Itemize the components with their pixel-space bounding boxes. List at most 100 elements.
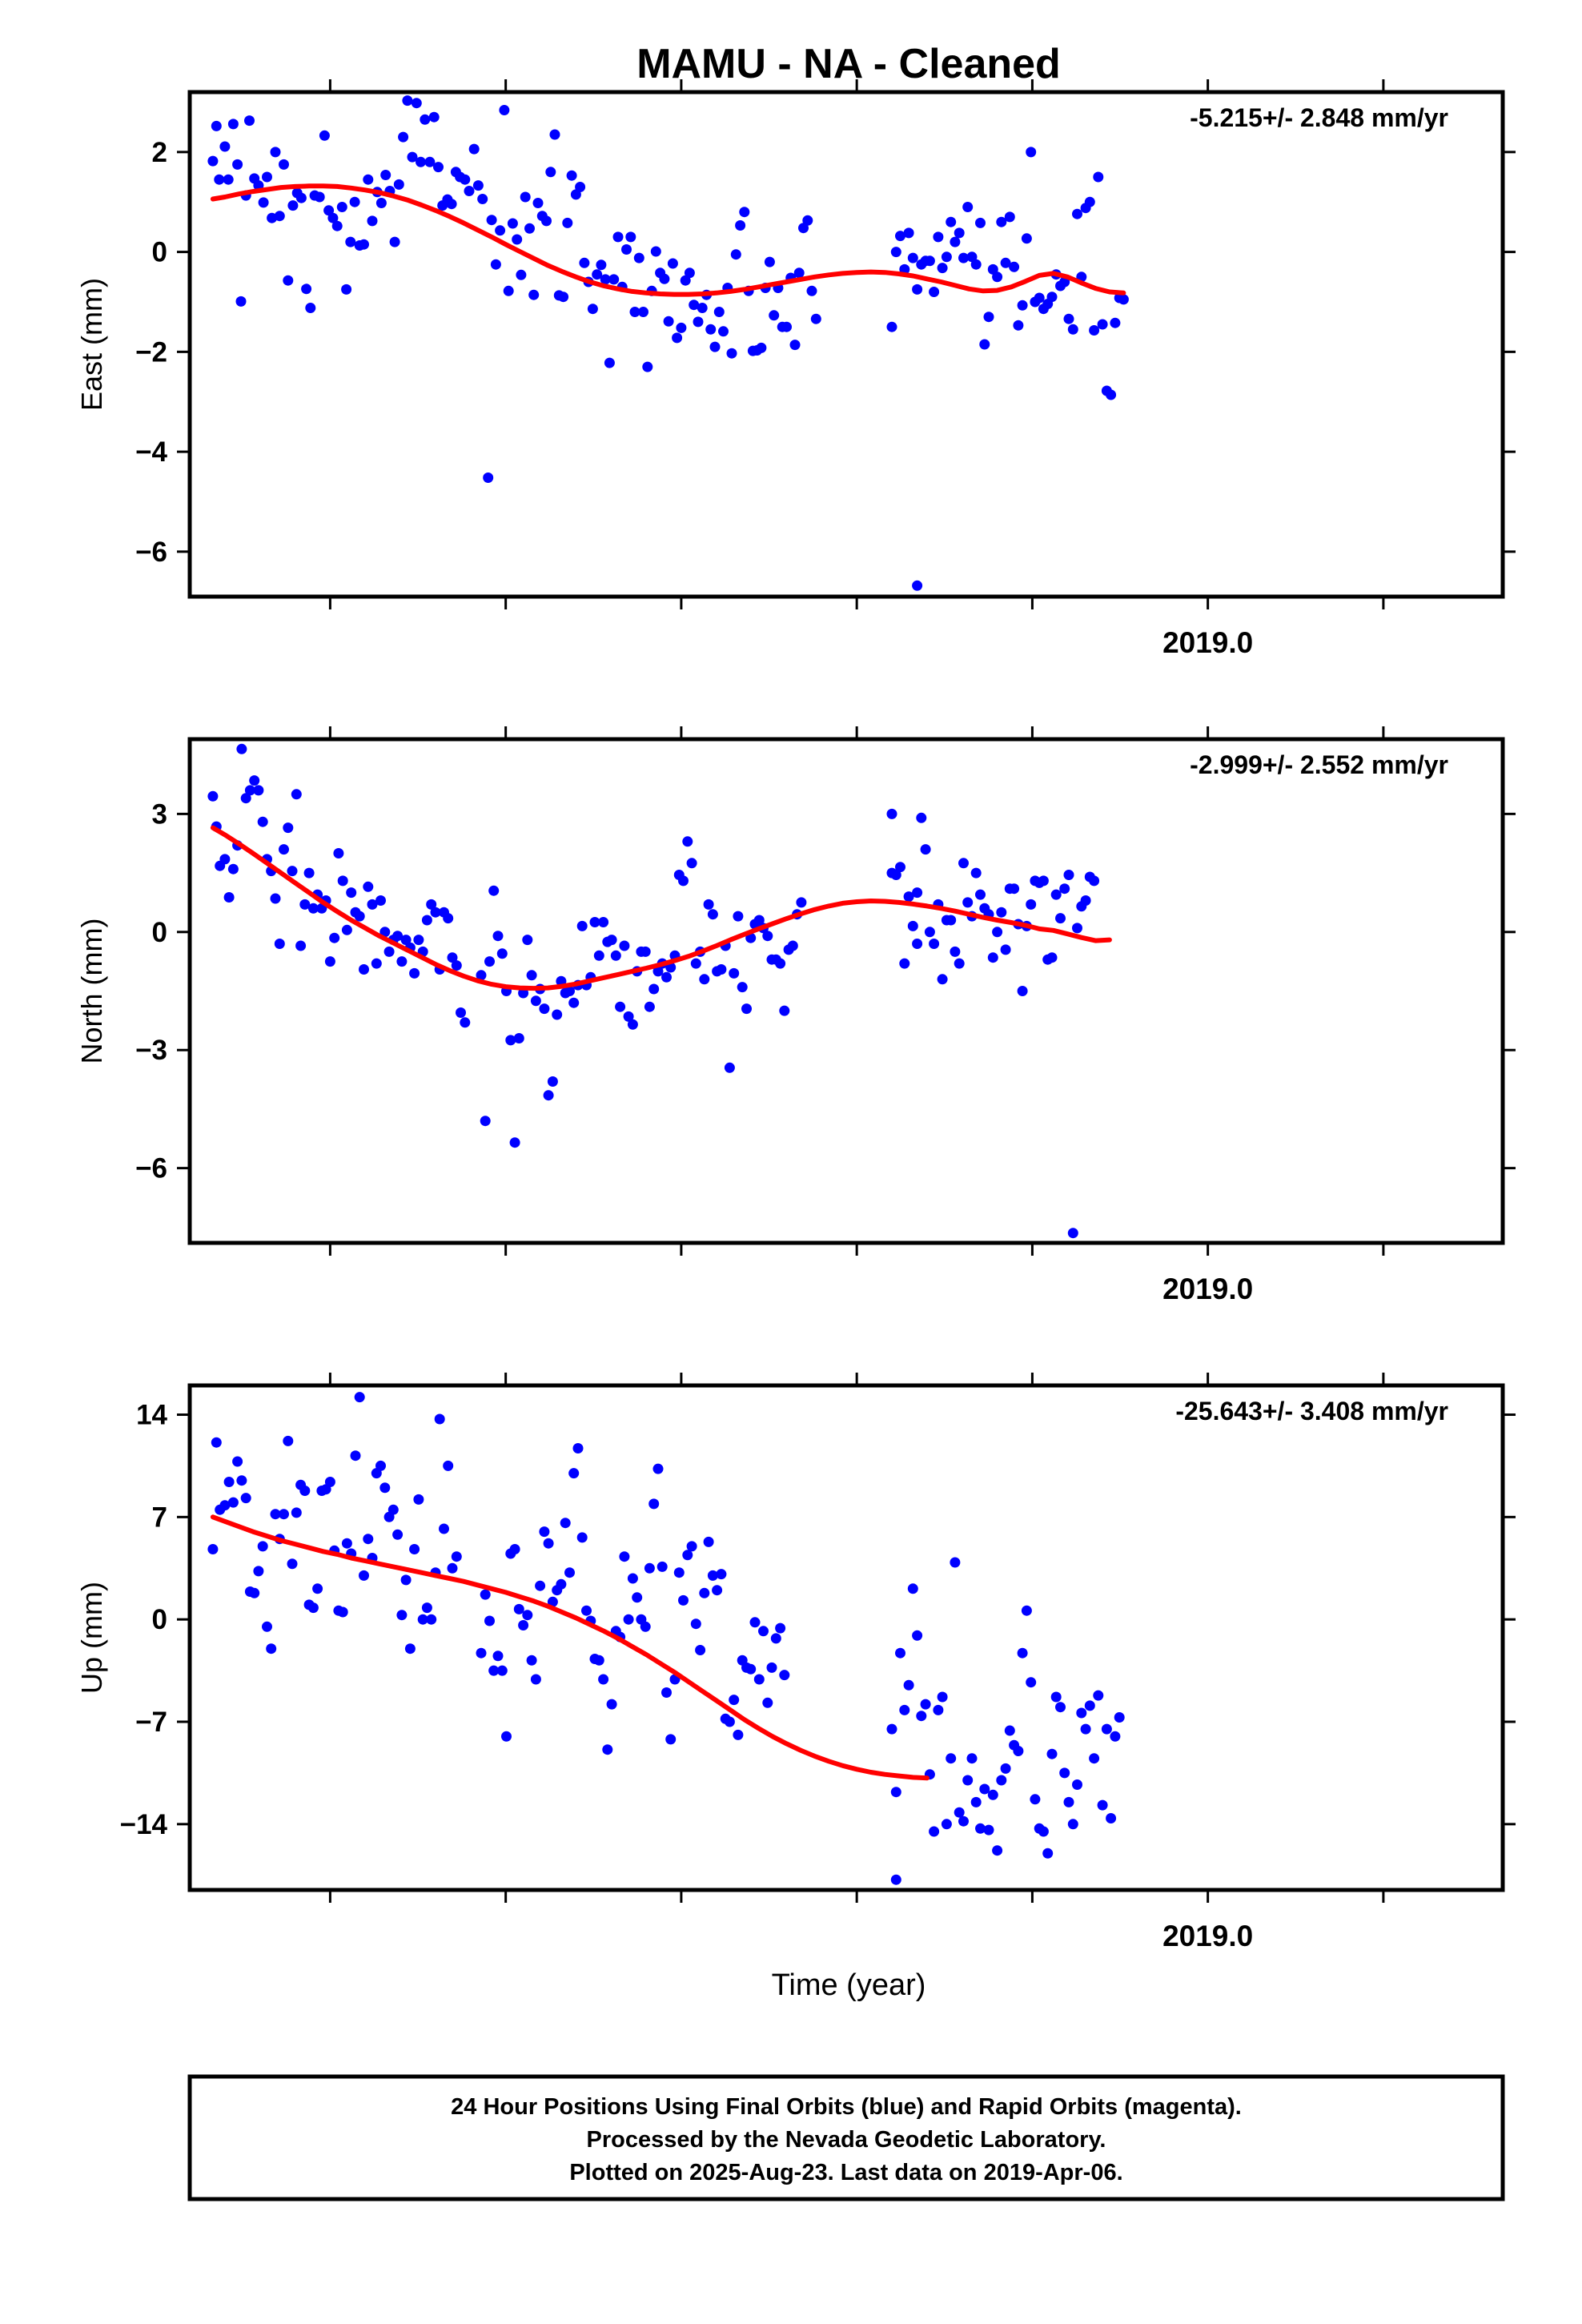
north-data-point — [724, 1062, 735, 1073]
up-data-point — [496, 1665, 508, 1676]
east-data-point — [1089, 325, 1100, 336]
east-data-point — [739, 207, 750, 218]
up-data-point — [1046, 1748, 1058, 1759]
up-data-point — [962, 1775, 974, 1786]
up-data-point — [770, 1633, 781, 1644]
up-data-point — [929, 1826, 940, 1837]
east-data-point — [667, 258, 678, 269]
up-data-point — [1021, 1605, 1032, 1616]
north-data-point — [492, 931, 504, 942]
east-data-point — [793, 267, 805, 279]
up-data-point — [983, 1824, 994, 1835]
east-data-point — [380, 170, 391, 180]
east-data-point — [359, 239, 369, 250]
north-data-point — [324, 956, 335, 967]
east-data-point — [954, 227, 965, 239]
north-data-point — [937, 974, 948, 985]
east-data-point — [587, 304, 598, 315]
east-y-tick-label: −2 — [135, 336, 167, 368]
up-data-point — [253, 1566, 264, 1577]
north-y-tick-label: 0 — [152, 917, 167, 948]
east-data-point — [528, 289, 540, 300]
up-data-point — [716, 1569, 727, 1580]
east-data-point — [520, 191, 531, 203]
up-y-axis-label: Up (mm) — [75, 1582, 108, 1694]
north-data-point — [640, 946, 651, 957]
east-data-point — [532, 198, 544, 208]
east-data-point — [1072, 208, 1082, 219]
north-data-point — [513, 1033, 524, 1043]
footer-line-1: 24 Hour Positions Using Final Orbits (bl… — [451, 2094, 1242, 2120]
up-data-point — [941, 1819, 952, 1830]
up-data-point — [1080, 1723, 1091, 1735]
up-data-point — [602, 1744, 613, 1755]
east-data-point — [579, 257, 590, 268]
north-data-point — [958, 858, 969, 869]
east-data-point — [363, 174, 374, 185]
up-data-point — [476, 1647, 487, 1659]
east-data-point — [950, 236, 961, 247]
east-data-point — [895, 231, 905, 242]
north-data-point — [383, 946, 395, 957]
north-data-point — [488, 885, 500, 896]
north-data-point — [509, 1137, 520, 1148]
up-data-point — [1055, 1702, 1066, 1713]
east-data-point — [207, 155, 219, 167]
north-data-point — [1046, 952, 1058, 963]
east-data-point — [996, 216, 1007, 227]
up-data-point — [492, 1651, 504, 1662]
east-data-point — [769, 310, 780, 321]
east-y-tick-label: −6 — [135, 537, 167, 568]
east-data-point — [420, 114, 431, 125]
up-data-point — [890, 1787, 901, 1798]
east-data-point — [283, 275, 294, 286]
east-data-point — [1034, 292, 1045, 304]
east-y-axis-label: East (mm) — [75, 278, 108, 411]
north-data-point — [552, 1009, 563, 1020]
east-data-point — [992, 271, 1003, 283]
north-data-point — [992, 927, 1003, 938]
north-data-point — [707, 909, 718, 920]
north-data-point — [950, 946, 961, 957]
up-data-point — [903, 1679, 914, 1691]
north-data-point — [227, 863, 239, 875]
up-data-point — [619, 1551, 630, 1562]
up-data-point — [946, 1753, 957, 1764]
north-data-point — [274, 939, 285, 949]
up-data-point — [392, 1529, 404, 1540]
east-data-point — [516, 269, 527, 280]
up-data-point — [1030, 1794, 1041, 1805]
up-velocity-annotation: -25.643+/- 3.408 mm/yr — [1175, 1397, 1448, 1425]
up-x-tick-label: 2019.0 — [1162, 1920, 1253, 1952]
north-data-point — [253, 785, 264, 796]
north-data-point — [753, 915, 765, 926]
up-data-point — [232, 1456, 243, 1467]
east-data-point — [314, 191, 325, 203]
north-data-point — [912, 939, 923, 949]
north-data-point — [346, 887, 357, 899]
north-data-point — [589, 917, 600, 927]
up-data-point — [572, 1443, 584, 1454]
up-data-point — [682, 1550, 693, 1561]
north-data-point — [456, 1007, 466, 1018]
north-data-point — [1072, 923, 1082, 934]
up-data-point — [606, 1699, 617, 1710]
up-data-point — [240, 1493, 251, 1504]
up-data-point — [375, 1460, 386, 1471]
up-data-point — [1004, 1725, 1015, 1736]
east-data-point — [713, 307, 725, 317]
up-data-point — [758, 1626, 769, 1637]
east-data-point — [301, 283, 312, 295]
east-data-point — [446, 199, 457, 210]
up-data-point — [223, 1477, 235, 1487]
up-data-point — [480, 1589, 491, 1600]
east-data-point — [416, 156, 426, 167]
north-data-point — [337, 875, 348, 887]
east-velocity-annotation: -5.215+/- 2.848 mm/yr — [1190, 103, 1448, 132]
up-data-point — [644, 1562, 655, 1574]
east-data-point — [1026, 147, 1037, 158]
north-data-point — [359, 964, 369, 975]
east-data-point — [393, 179, 404, 190]
up-data-point — [421, 1602, 432, 1614]
